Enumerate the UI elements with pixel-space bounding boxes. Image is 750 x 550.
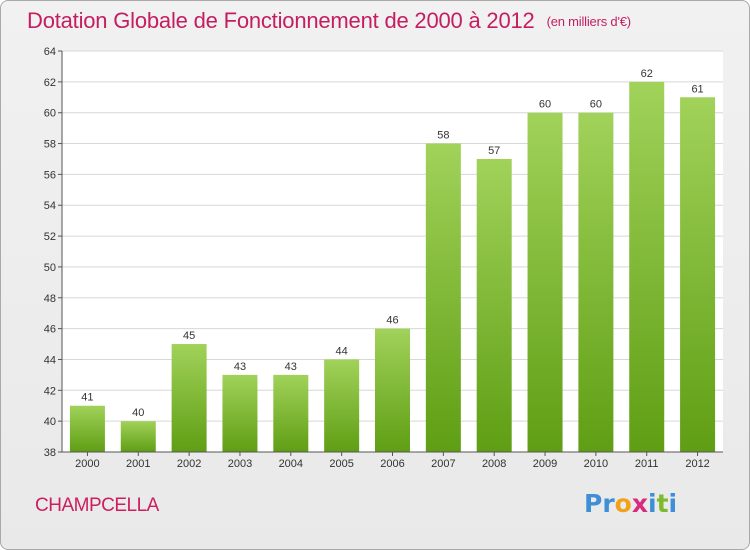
bar-2005 [324,359,360,452]
y-tick-label: 62 [44,77,56,89]
logo-letter: i [648,489,657,518]
data-label: 44 [336,345,348,357]
bar-2009 [527,112,563,452]
data-label: 61 [691,83,703,95]
y-tick-label: 38 [44,447,56,459]
x-tick-label: 2007 [431,458,455,470]
x-tick-label: 2003 [228,458,252,470]
data-label: 46 [386,315,398,327]
axes [58,50,723,456]
logo-letter: o [614,489,632,518]
chart-title: Dotation Globale de Fonctionnement de 20… [27,8,631,34]
data-label: 43 [234,361,246,373]
bar-2001 [120,421,156,452]
data-label: 43 [285,361,297,373]
logo-letter: r [602,489,615,518]
data-label: 60 [590,99,602,111]
y-tick-label: 64 [44,46,56,58]
data-label: 41 [81,392,93,404]
x-tick-label: 2012 [685,458,709,470]
y-tick-label: 44 [44,354,56,366]
bar-2000 [69,405,105,452]
bar-2007 [425,143,461,453]
labels: 38 40 42 44 46 48 50 52 54 56 58 60 62 64 41 2000 40 2001… [44,46,710,470]
y-tick-label: 52 [44,231,56,243]
y-tick-label: 48 [44,293,56,305]
data-label: 58 [437,130,449,142]
chart-title-text: Dotation Globale de Fonctionnement de 20… [27,8,535,33]
data-label: 60 [539,99,551,111]
x-tick-label: 2008 [482,458,506,470]
y-tick-label: 60 [44,108,56,120]
logo-letter: P [584,489,603,518]
logo-letter: x [631,489,648,518]
proxiti-logo[interactable]: Proxiti [584,489,677,518]
x-tick-label: 2004 [279,458,303,470]
data-label: 40 [132,407,144,419]
bar-2002 [171,344,207,452]
logo-letter: i [668,489,678,518]
y-tick-label: 50 [44,262,56,274]
y-tick-label: 40 [44,416,56,428]
bar-2008 [476,158,512,452]
y-tick-label: 42 [44,385,56,397]
data-label: 57 [488,145,500,157]
x-tick-label: 2005 [329,458,353,470]
bar-2012 [680,97,716,453]
bar-2010 [578,112,614,452]
y-tick-label: 46 [44,324,56,336]
x-tick-label: 2006 [380,458,404,470]
data-label: 45 [183,330,195,342]
bars [69,81,716,453]
chart-unit: (en milliers d'€) [546,14,632,29]
x-tick-label: 2011 [635,458,659,470]
x-tick-label: 2009 [533,458,557,470]
bar-2011 [629,81,665,452]
bar-2006 [375,328,410,452]
y-tick-label: 58 [44,139,56,151]
x-tick-label: 2002 [177,458,201,470]
bar-2004 [273,374,309,452]
x-tick-label: 2000 [75,458,99,470]
data-label: 62 [641,68,653,80]
logo-letter: t [656,489,669,518]
y-tick-label: 54 [44,200,56,212]
x-tick-label: 2010 [584,458,608,470]
x-tick-label: 2001 [126,458,150,470]
commune-name: CHAMPCELLA [35,495,159,516]
y-tick-label: 56 [44,169,56,181]
bar-2003 [222,374,258,452]
